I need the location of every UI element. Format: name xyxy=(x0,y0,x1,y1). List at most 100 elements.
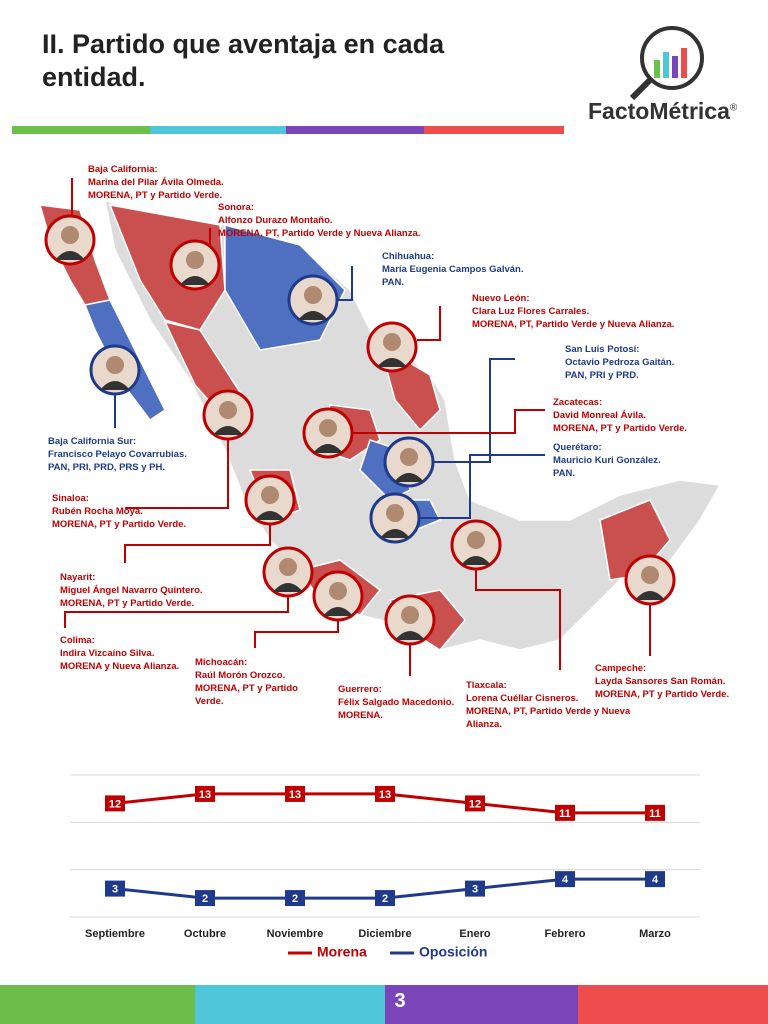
point-box xyxy=(375,890,395,907)
photo-head xyxy=(383,333,401,351)
footer-green xyxy=(0,985,195,1024)
governor-callout: Guerrero: Félix Salgado Macedonio. MORENA. xyxy=(338,683,478,722)
value-label: 2 xyxy=(382,893,388,905)
governor-parties: MORENA, PT y Partido Verde. xyxy=(52,519,187,530)
governor-state: Chihuahua: xyxy=(382,251,435,262)
photo-head xyxy=(319,419,337,437)
governor-name: Clara Luz Flores Carrales. xyxy=(472,306,590,317)
governor-state: Nuevo León: xyxy=(472,293,530,304)
point-box xyxy=(375,785,395,802)
value-label: 3 xyxy=(472,884,478,896)
governor-callout: Sinaloa: Rubén Rocha Moya. MORENA, PT y Pa… xyxy=(52,492,252,531)
governor-state: Michoacán: xyxy=(195,657,248,668)
legend-label: Morena xyxy=(317,944,367,960)
governor-name: Francisco Pelayo Covarrubias. xyxy=(48,449,187,460)
photo-body xyxy=(395,631,425,640)
footer-purple xyxy=(385,985,578,1024)
x-tick-label: Noviembre xyxy=(267,928,324,940)
point-box xyxy=(195,785,215,802)
governor-parties: MORENA y Nueva Alianza. xyxy=(60,661,180,672)
governor-state: Colima: xyxy=(60,635,95,646)
value-label: 4 xyxy=(562,874,569,886)
governor-parties: MORENA, PT y Partido Verde. xyxy=(595,689,730,700)
point-box xyxy=(285,890,305,907)
governor-parties: PAN, PRI, PRD, PRS y PH. xyxy=(48,462,166,473)
bar-cyan xyxy=(150,126,286,134)
photo-head xyxy=(467,531,485,549)
logo-mark: ® xyxy=(729,102,738,114)
governor-state: Nayarit: xyxy=(60,572,96,583)
governor-parties: MORENA, PT, Partido Verde y Nueva Alianz… xyxy=(466,706,631,730)
photo-head xyxy=(641,566,659,584)
photos xyxy=(44,214,676,646)
photo-body xyxy=(298,311,328,320)
governor-name: Layda Sansores San Román. xyxy=(595,676,726,687)
photo-head xyxy=(386,504,404,522)
x-tick-label: Febrero xyxy=(545,928,586,940)
governor-callout: Nayarit: Miguel Ángel Navarro Quintero. MO… xyxy=(60,571,260,610)
value-label: 12 xyxy=(469,798,481,810)
photo-head xyxy=(219,401,237,419)
value-label: 12 xyxy=(109,798,121,810)
governor-parties: PAN. xyxy=(382,277,404,288)
governor-name: Félix Salgado Macedonio. xyxy=(338,697,455,708)
point-box xyxy=(195,890,215,907)
photo-body xyxy=(55,251,85,260)
governor-state: San Luis Potosí: xyxy=(565,344,640,355)
governor-callout: Colima: Indira Vizcaíno Silva. MORENA y Nu… xyxy=(60,634,260,673)
value-label: 13 xyxy=(379,789,391,801)
x-tick-label: Enero xyxy=(459,928,490,940)
bar-green xyxy=(12,126,150,134)
governor-name: Miguel Ángel Navarro Quintero. xyxy=(60,585,203,596)
photo-body xyxy=(255,511,285,520)
value-label: 11 xyxy=(559,808,571,820)
photo-body xyxy=(180,276,210,285)
point-box xyxy=(555,804,575,821)
x-tick-label: Septiembre xyxy=(85,928,145,940)
governor-parties: PAN. xyxy=(553,468,575,479)
logo-text: FactoMétrica xyxy=(588,98,730,124)
governor-parties: PAN, PRI y PRD. xyxy=(565,370,639,381)
page-number: 3 xyxy=(394,990,406,1012)
photo-head xyxy=(400,448,418,466)
governor-state: Baja California: xyxy=(88,164,158,175)
governor-state: Guerrero: xyxy=(338,684,382,695)
governor-callout: Baja California: Marina del Pilar Ávila O… xyxy=(88,163,288,202)
governor-parties: MORENA, PT, Partido Verde y Nueva Alianz… xyxy=(218,228,421,239)
photo-head xyxy=(261,486,279,504)
title: II. Partido que aventaja en cada entidad… xyxy=(42,29,445,92)
photo-head xyxy=(329,582,347,600)
photo-body xyxy=(461,556,491,565)
value-label: 11 xyxy=(649,808,661,820)
governor-state: Zacatecas: xyxy=(553,397,603,408)
photo-head xyxy=(186,251,204,269)
governor-callout: Zacatecas: David Monreal Ávila. MORENA, PT… xyxy=(553,396,753,435)
photo-head xyxy=(279,558,297,576)
governor-name: Indira Vizcaíno Silva. xyxy=(60,648,155,659)
governor-callout: Baja California Sur: Francisco Pelayo Cov… xyxy=(48,435,248,474)
photo-body xyxy=(380,529,410,538)
x-tick-label: Diciembre xyxy=(358,928,411,940)
governor-parties: MORENA, PT y Partido Verde. xyxy=(60,598,195,609)
photo-head xyxy=(61,226,79,244)
governor-callout: Chihuahua: María Eugenia Campos Galván. PA… xyxy=(382,250,582,289)
photo-body xyxy=(377,358,407,367)
point-box xyxy=(645,871,665,888)
governor-callout: Michoacán: Raúl Morón Orozco. MORENA, PT y… xyxy=(195,656,310,708)
governor-name: Lorena Cuéllar Cisneros. xyxy=(466,693,579,704)
value-label: 2 xyxy=(292,893,298,905)
governor-name: Alfonzo Durazo Montaño. xyxy=(218,215,333,226)
point-box xyxy=(465,795,485,812)
governor-state: Campeche: xyxy=(595,663,647,674)
governor-state: Sinaloa: xyxy=(52,493,89,504)
logo: FactoMétrica® xyxy=(588,98,737,125)
point-box xyxy=(285,785,305,802)
governor-callout: Sonora: Alfonzo Durazo Montaño. MORENA, PT… xyxy=(218,201,458,240)
governor-parties: MORENA. xyxy=(338,710,383,721)
photo-body xyxy=(100,381,130,390)
bar-red xyxy=(424,126,564,134)
governor-state: Sonora: xyxy=(218,202,254,213)
governor-state: Tlaxcala: xyxy=(466,680,507,691)
